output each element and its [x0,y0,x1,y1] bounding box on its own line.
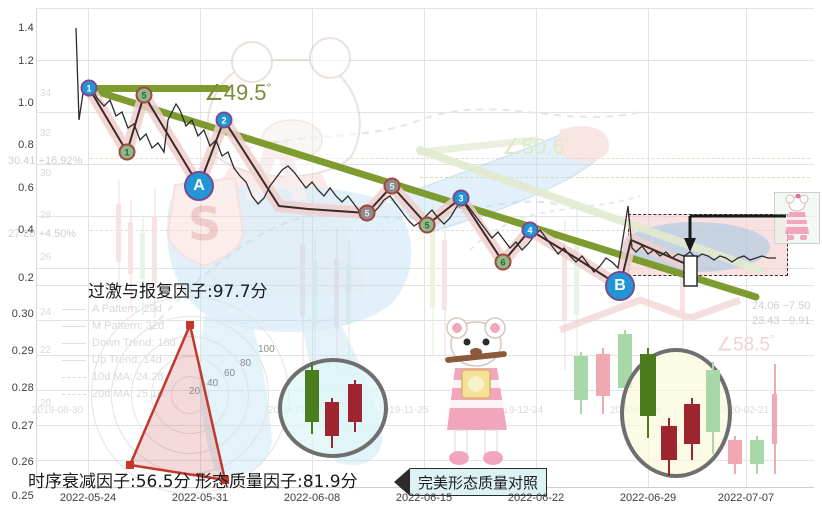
angle-annotation-faded-1: ∠50.6° [502,134,569,160]
candle-down [348,380,362,432]
candle-up [305,362,319,434]
radar-tick-100: 100 [258,344,275,355]
y-tick-label: 0.4 [18,224,34,236]
x-tick-label: 2022-07-07 [717,492,775,504]
marker-node-b[interactable]: B [605,271,635,301]
degree-icon: ° [266,80,272,95]
candle-down [596,348,610,414]
y-tick-label: 0.2 [18,272,34,284]
radar-tick-20: 20 [189,386,201,397]
y-tick-label: 0.6 [18,182,34,194]
candle-up [618,330,632,408]
y-tick-label: 1.2 [18,55,34,67]
y-tick-label: 0.27 [11,420,34,432]
marker-node-g1[interactable]: 5 [135,86,153,104]
x-tick-label: 2022-05-24 [59,492,117,504]
x-tick-label: 2022-05-31 [171,492,229,504]
angle-faded2-value: ∠58.5 [716,334,771,356]
candle-down [684,398,700,460]
marker-node-3[interactable]: 3 [452,189,470,207]
marker-node-g6[interactable]: 6 [494,253,512,271]
candle-down [728,436,742,474]
marker-node-a[interactable]: A [184,171,214,201]
angle-annotation-main: ∠49.5° [204,80,271,106]
candle-up [574,352,588,414]
candle-up [706,362,720,454]
callout-perfect-pattern: 完美形态质量对照 [394,468,548,496]
radar-tick-60: 60 [224,368,236,379]
degree-icon: ° [564,134,570,149]
angle-faded1-value: ∠50.6 [502,134,565,159]
angle-annotation-faded-2: ∠58.5° [716,332,775,356]
radar-label-left: 时序衰减因子:56.5分 [28,472,191,492]
marker-node-g2[interactable]: 1 [118,143,136,161]
x-tick-label: 2022-06-22 [507,492,565,504]
marker-node-1[interactable]: 1 [80,79,98,97]
marker-node-g4[interactable]: 5 [383,177,401,195]
marker-node-4[interactable]: 4 [521,221,539,239]
y-tick-label: 0.30 [11,308,34,320]
gridline-h [36,390,814,391]
gridline-h [36,60,814,61]
radar-tick-40: 40 [207,378,219,389]
y-tick-label: 0.29 [11,345,34,357]
candle-down [661,418,677,476]
y-tick-label: 0.26 [11,456,34,468]
y-tick-label: 0.25 [11,490,34,502]
candle-down [772,364,777,474]
y-tick-label: 1.4 [18,22,34,34]
gridline-h [36,425,814,426]
degree-icon: ° [770,332,775,346]
y-tick-label: 0.28 [11,382,34,394]
radar-polygon-layer [126,320,229,484]
radar-tick-80: 80 [240,358,252,369]
x-tick-label: 2022-06-08 [283,492,341,504]
candle-up [750,436,764,474]
angle-main-value: ∠49.5 [204,80,267,105]
marker-node-2[interactable]: 2 [215,111,233,129]
arrow-left-icon [394,468,410,496]
trendline-horizontal [89,85,230,92]
x-tick-label: 2022-06-29 [619,492,677,504]
y-tick-label: 1.0 [18,97,34,109]
candle-down [325,398,339,448]
marker-node-g3[interactable]: 5 [358,204,376,222]
radar-label-right: 形态质量因子:81.9分 [195,472,358,492]
gridline-h [36,460,814,461]
y-tick-label: 0.8 [18,139,34,151]
candle-up [640,348,656,438]
x-tick-label: 2022-06-15 [395,492,453,504]
gridline-v [88,8,89,488]
gridline-h [36,355,814,356]
callout-label: 完美形态质量对照 [410,468,548,496]
gridline-h [36,8,814,9]
radar-label-top: 过激与报复因子:97.7分 [88,282,268,302]
marker-node-g5[interactable]: 5 [418,216,436,234]
